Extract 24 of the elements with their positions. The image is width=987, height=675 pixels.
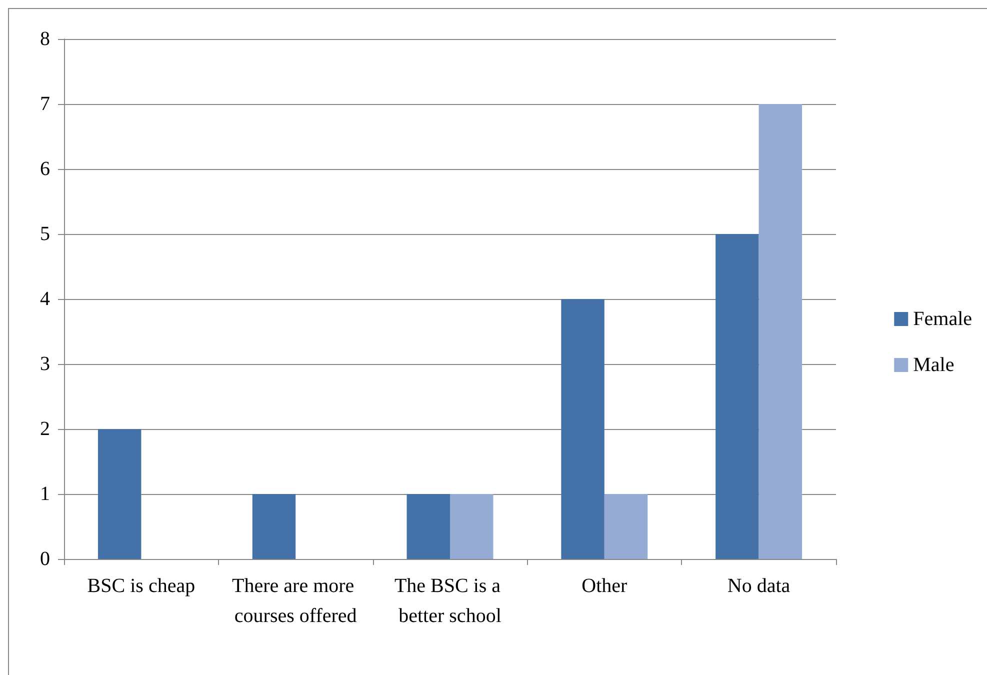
- x-tick-label: BSC is cheap: [87, 575, 196, 597]
- bar: [406, 494, 450, 559]
- bar: [758, 104, 802, 559]
- bar: [604, 494, 648, 559]
- y-tick-label: 8: [40, 28, 50, 50]
- y-tick-label: 7: [40, 93, 50, 115]
- y-tick-label: 2: [40, 418, 50, 440]
- x-tick-label: No data: [727, 575, 790, 597]
- y-tick-label: 0: [40, 548, 50, 570]
- bar: [252, 494, 296, 559]
- y-tick-label: 5: [40, 223, 50, 245]
- legend-label: Male: [913, 354, 954, 376]
- y-tick-label: 6: [40, 158, 50, 180]
- x-tick-label: The BSC is a better school: [394, 575, 506, 627]
- bar: [450, 494, 494, 559]
- bar: [98, 429, 142, 559]
- y-tick-label: 3: [40, 353, 50, 375]
- bar: [716, 234, 759, 559]
- y-tick-label: 4: [40, 288, 50, 310]
- legend-label: Female: [913, 308, 972, 330]
- y-tick-label: 1: [40, 483, 50, 505]
- bar: [561, 299, 604, 559]
- x-tick-label: There are more courses offered: [232, 575, 360, 627]
- x-tick-label: Other: [582, 575, 628, 597]
